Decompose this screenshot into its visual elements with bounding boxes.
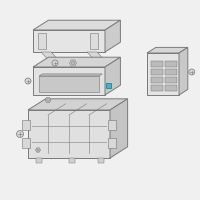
Bar [151, 85, 163, 91]
Polygon shape [22, 120, 30, 130]
Polygon shape [179, 47, 188, 95]
Polygon shape [41, 52, 57, 59]
Polygon shape [38, 33, 46, 49]
Polygon shape [70, 60, 76, 66]
Polygon shape [147, 47, 188, 53]
Polygon shape [22, 138, 30, 148]
Polygon shape [36, 158, 42, 163]
Circle shape [47, 99, 49, 101]
Polygon shape [147, 53, 179, 95]
Polygon shape [98, 158, 104, 163]
Polygon shape [36, 148, 40, 152]
Polygon shape [90, 33, 98, 49]
Bar [165, 69, 177, 75]
Circle shape [189, 69, 195, 75]
Polygon shape [33, 20, 120, 30]
Circle shape [16, 130, 24, 138]
Polygon shape [33, 67, 105, 95]
Polygon shape [28, 110, 110, 158]
Circle shape [71, 61, 75, 65]
Polygon shape [87, 52, 103, 59]
Bar [151, 77, 163, 83]
Polygon shape [33, 30, 105, 52]
Circle shape [37, 149, 39, 151]
Polygon shape [108, 120, 116, 130]
Circle shape [52, 60, 58, 66]
Polygon shape [108, 138, 116, 148]
Bar [165, 85, 177, 91]
Polygon shape [105, 20, 120, 52]
Polygon shape [39, 74, 102, 76]
Polygon shape [69, 158, 75, 163]
Polygon shape [28, 99, 128, 110]
Circle shape [25, 78, 31, 84]
Bar [106, 82, 110, 88]
Polygon shape [39, 76, 99, 92]
Bar [165, 61, 177, 67]
Polygon shape [45, 97, 51, 103]
Bar [151, 69, 163, 75]
Bar [151, 61, 163, 67]
Polygon shape [105, 57, 120, 95]
Polygon shape [33, 57, 120, 67]
Bar [165, 77, 177, 83]
Polygon shape [110, 99, 128, 158]
